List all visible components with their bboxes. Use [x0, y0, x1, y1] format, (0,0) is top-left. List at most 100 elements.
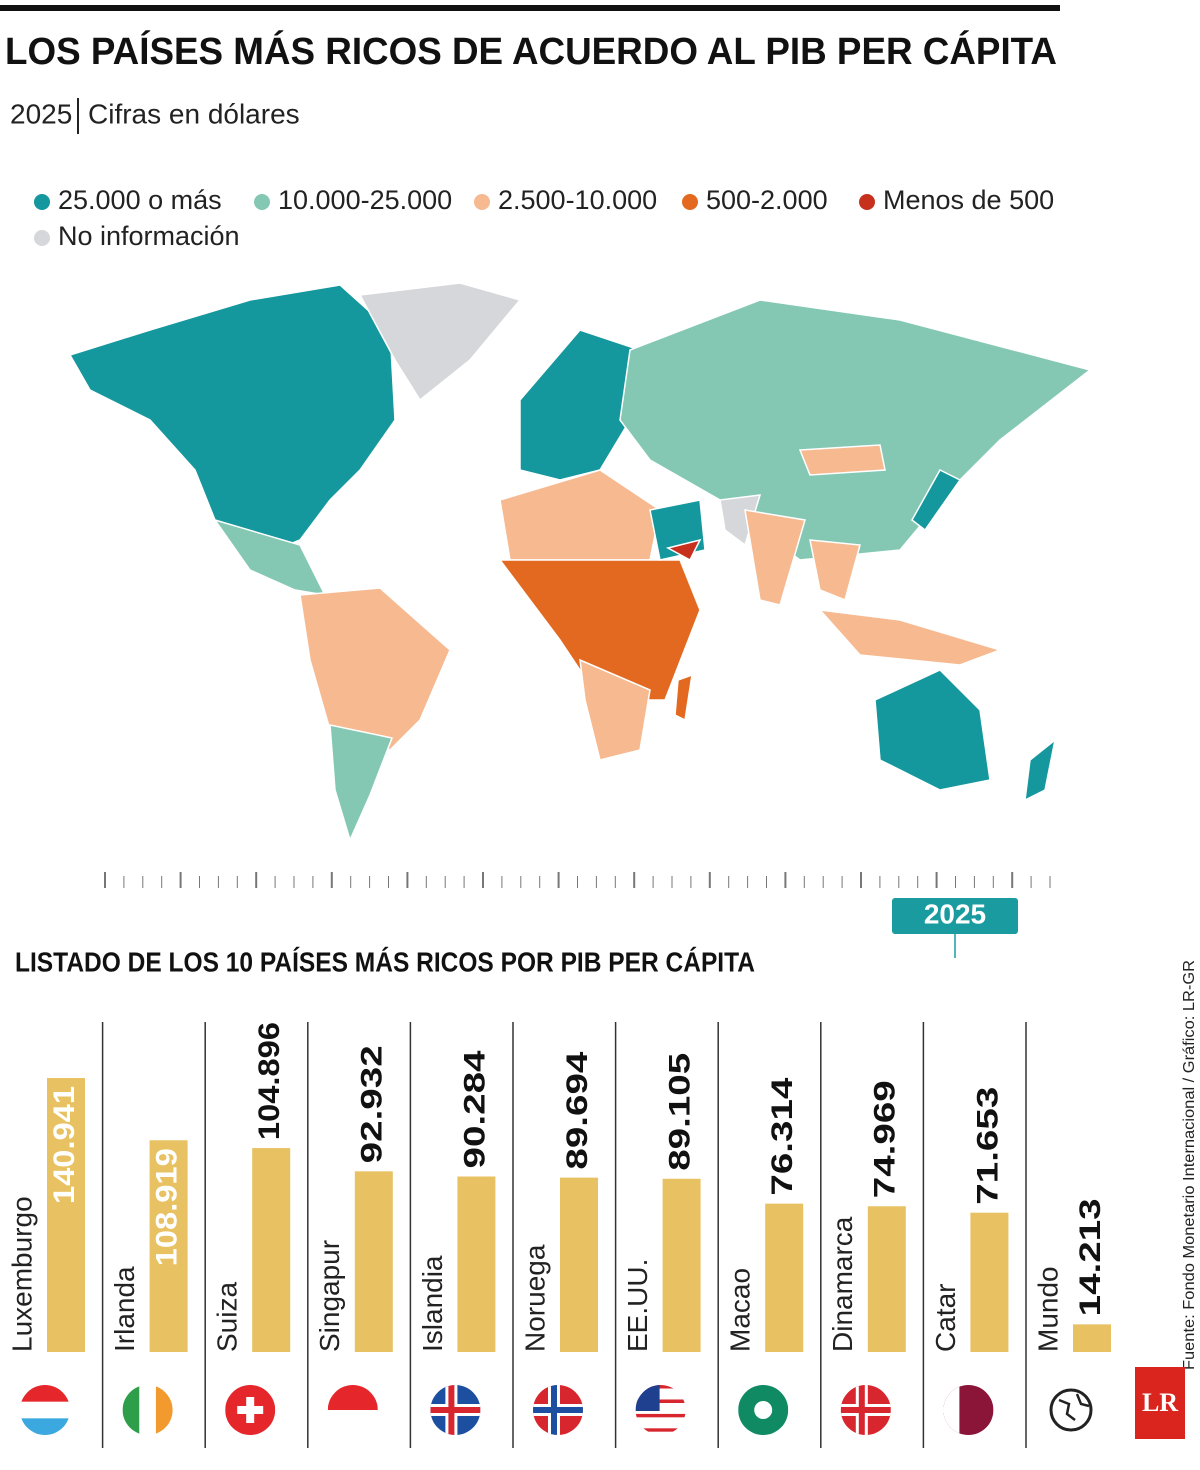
flag: [122, 1385, 173, 1435]
flag-part: [635, 1385, 686, 1389]
flag-part: [840, 1407, 891, 1413]
madagascar: [674, 673, 693, 722]
flag-part: [635, 1431, 686, 1435]
value-label: 89.105: [664, 1053, 697, 1171]
flag-part: [635, 1395, 686, 1400]
value-label: 71.653: [971, 1087, 1004, 1205]
flag: [225, 1385, 276, 1435]
flag-part: [635, 1385, 660, 1411]
flag: [20, 1385, 70, 1435]
flag-part: [122, 1385, 140, 1435]
flag-body: [840, 1385, 891, 1435]
afghanistan: [719, 494, 762, 547]
flag-part: [635, 1388, 686, 1393]
flag-body: [327, 1385, 378, 1435]
bar: [970, 1212, 1009, 1352]
flag-part: [635, 1413, 686, 1418]
category-label: Catar: [930, 1284, 961, 1352]
bar: [765, 1203, 804, 1352]
southern-africa: [579, 658, 651, 761]
logo: LR: [1142, 1388, 1178, 1417]
japan: [911, 469, 962, 532]
legend-swatch: [682, 194, 698, 210]
value-label: 14.213: [1074, 1198, 1107, 1316]
flag-part: [20, 1401, 70, 1419]
top-rule: [0, 5, 1060, 11]
category-label: Macao: [725, 1268, 756, 1352]
flag: [738, 1385, 789, 1435]
flag: [533, 1385, 583, 1435]
flag-part: [430, 1407, 481, 1413]
flag: [1049, 1388, 1093, 1432]
legend-swatch: [859, 194, 875, 210]
value-label: 140.941: [48, 1086, 81, 1204]
flag-part: [1058, 1393, 1090, 1421]
new-zealand: [1024, 738, 1057, 802]
legend-swatch: [34, 230, 50, 246]
flag-part: [635, 1399, 686, 1403]
flag-body: [1049, 1388, 1093, 1432]
flag-body: [738, 1385, 789, 1435]
legend-label: 2.500-10.000: [498, 185, 657, 215]
flag-part: [635, 1403, 686, 1407]
value-label: 104.896: [253, 1022, 286, 1140]
southern-cone: [329, 724, 394, 843]
flag: [943, 1385, 994, 1435]
value-label: 92.932: [356, 1045, 389, 1163]
flag-part: [327, 1385, 378, 1411]
title: LOS PAÍSES MÁS RICOS DE ACUERDO AL PIB P…: [5, 29, 1057, 73]
australia: [874, 669, 991, 791]
flag: [840, 1385, 891, 1435]
yemen: [665, 538, 702, 562]
category-label: Dinamarca: [827, 1216, 858, 1352]
bar: [662, 1178, 701, 1352]
legend-swatch: [254, 194, 270, 210]
flag-part: [635, 1392, 686, 1396]
category-label: Irlanda: [109, 1266, 140, 1352]
value-label: 89.694: [561, 1051, 594, 1169]
flag-part: [1049, 1388, 1093, 1432]
flag: [327, 1385, 378, 1435]
legend-label: 10.000-25.000: [278, 185, 452, 215]
central-africa: [498, 559, 701, 701]
bar: [47, 1078, 85, 1352]
flag-part: [237, 1406, 264, 1414]
category-label: EE.UU.: [622, 1259, 653, 1352]
bar: [1073, 1324, 1111, 1352]
flag-body: [225, 1385, 276, 1435]
category-label: Suiza: [212, 1282, 243, 1352]
mongolia: [798, 444, 886, 476]
flag-body: [533, 1385, 583, 1435]
timeline-marker: [892, 898, 1018, 934]
flag-body: [122, 1385, 173, 1435]
flag: [635, 1385, 686, 1435]
flag-part: [635, 1410, 686, 1414]
legend-swatch: [34, 194, 50, 210]
flag-part: [943, 1385, 960, 1435]
legend-swatch: [474, 194, 490, 210]
flag-body: [943, 1385, 994, 1435]
flag-body: [635, 1385, 686, 1435]
flag-part: [635, 1406, 686, 1411]
south-america: [299, 587, 451, 751]
flag-part: [635, 1428, 686, 1432]
value-label: 90.284: [458, 1050, 491, 1168]
flag-part: [20, 1418, 70, 1435]
value-label: 76.314: [766, 1077, 799, 1195]
category-label: Luxemburgo: [6, 1196, 37, 1352]
legend-label: 25.000 o más: [58, 185, 222, 215]
bar: [252, 1148, 291, 1352]
flag-body: [430, 1385, 481, 1435]
southeast-asia: [809, 539, 861, 602]
flag-part: [327, 1410, 378, 1435]
timeline-year: 2025: [924, 898, 986, 929]
category-label: Islandia: [417, 1255, 448, 1352]
value-label: 108.919: [151, 1148, 184, 1266]
logo-box: [1135, 1367, 1185, 1439]
chart-title: LISTADO DE LOS 10 PAÍSES MÁS RICOS POR P…: [15, 946, 755, 977]
europe: [519, 329, 641, 481]
bar: [149, 1140, 188, 1352]
